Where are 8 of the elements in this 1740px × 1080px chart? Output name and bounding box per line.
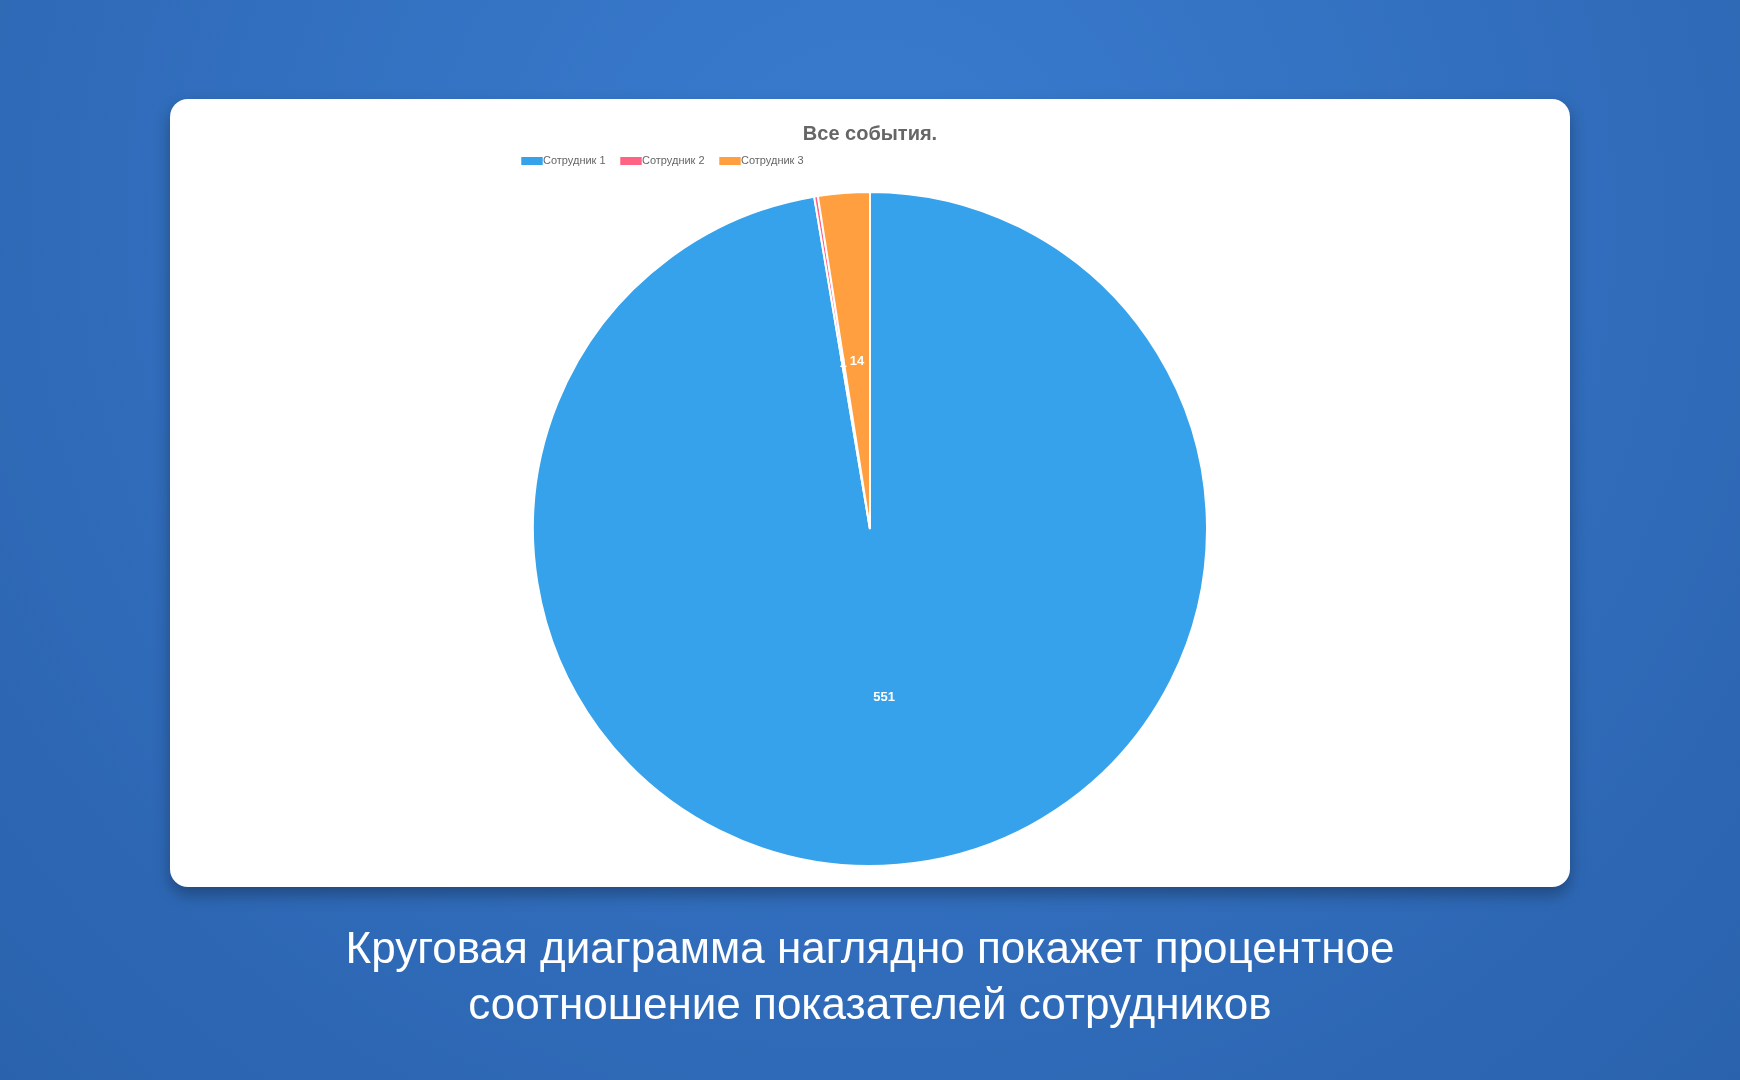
text: Круговая диаграмма наглядно покажет процентное соотношение показателей сотрудников <box>344 922 1396 1030</box>
data-label: 551 <box>873 688 895 704</box>
chart-title: Все события. <box>802 122 938 144</box>
data-label: 14 <box>849 353 865 369</box>
legend-label: Сотрудник 3 <box>741 154 804 166</box>
legend-label: Сотрудник 1 <box>543 154 606 166</box>
pie-slice <box>532 191 1208 867</box>
legend-label: Сотрудник 2 <box>642 154 705 166</box>
